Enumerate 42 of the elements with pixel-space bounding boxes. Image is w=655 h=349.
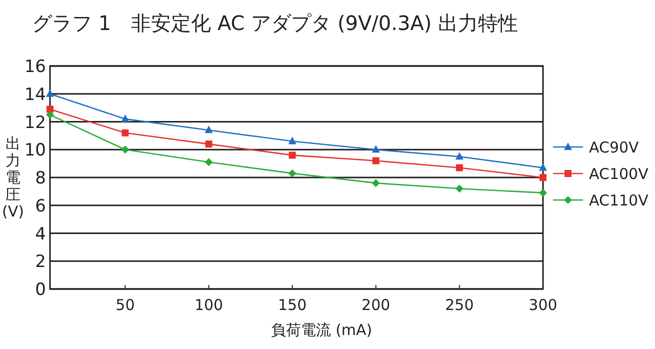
legend-label: AC90V [589, 138, 640, 156]
y-tick-label: 4 [35, 224, 46, 244]
point [372, 145, 380, 153]
point [455, 184, 464, 193]
point [539, 163, 547, 171]
point [288, 169, 296, 178]
point [204, 126, 213, 134]
point [539, 188, 547, 197]
point [205, 140, 212, 148]
y-tick-label: 14 [24, 84, 46, 105]
point [121, 114, 130, 122]
point [46, 89, 54, 97]
x-tick-label: 150 [278, 296, 307, 314]
point [46, 110, 54, 119]
point [372, 179, 380, 188]
point [46, 106, 54, 113]
y-tick-label: 2 [35, 252, 46, 272]
chart-title: グラフ 1 非安定化 AC アダプタ (9V/0.3A) 出力特性 [32, 11, 518, 35]
y-tick-label: 8 [35, 168, 46, 188]
y-tick-label: 0 [35, 280, 46, 300]
y-tick-label: 16 [24, 57, 46, 77]
point [456, 164, 463, 172]
y-tick-label: 6 [35, 196, 46, 216]
point [121, 146, 130, 154]
x-tick-label: 50 [116, 296, 135, 314]
x-tick-label: 250 [445, 296, 474, 314]
point [540, 174, 546, 181]
point [204, 158, 213, 166]
point [288, 152, 296, 159]
y-tick-label: 12 [24, 112, 46, 133]
legend-label: AC110V [589, 192, 650, 210]
x-axis-title: 負荷電流 (mA) [270, 321, 372, 339]
x-tick-label: 200 [362, 296, 390, 314]
point [288, 136, 296, 144]
point [455, 152, 464, 160]
x-tick-label: 100 [194, 296, 224, 314]
y-tick-label: 10 [24, 140, 46, 161]
x-tick-label: 300 [528, 296, 558, 314]
point [372, 157, 380, 164]
y-axis-title: 出力電圧 (V) [2, 134, 24, 220]
point [122, 129, 129, 136]
legend-label: AC100V [589, 165, 650, 183]
